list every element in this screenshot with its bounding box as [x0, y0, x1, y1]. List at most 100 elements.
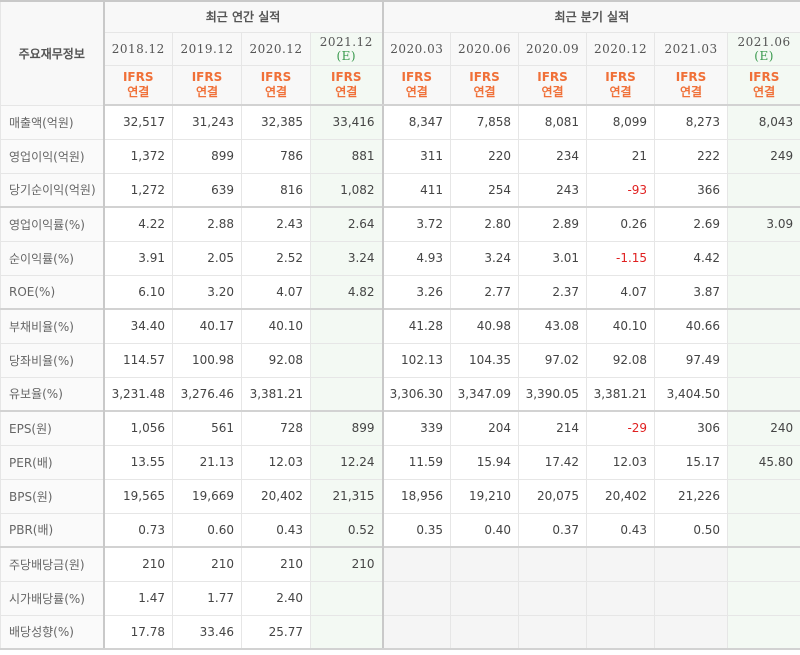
annual-value-cell: 32,517: [103, 104, 173, 140]
annual-value-cell: 33.46: [172, 614, 242, 650]
table-row: 영업이익률(%) 4.22 2.88 2.43 2.64 3.72 2.80 2.89 0.26…: [0, 206, 800, 242]
annual-value-cell: 19,565: [103, 478, 173, 514]
quarterly-value-cell: [518, 546, 588, 582]
quarterly-value-cell: 40.66: [654, 308, 729, 344]
annual-estimate-cell: 33,416: [309, 104, 384, 140]
quarterly-value-cell: -29: [586, 410, 656, 446]
table-row: 주당배당금(원) 210 210 210 210: [0, 546, 800, 582]
annual-value-cell: 114.57: [103, 342, 173, 378]
quarterly-estimate-cell: 240: [727, 410, 800, 446]
ifrs-consolidated-label: IFRS 연결: [727, 64, 800, 106]
ifrs-text: IFRS: [331, 69, 362, 84]
table-row: 배당성향(%) 17.78 33.46 25.77: [0, 614, 800, 650]
quarterly-value-cell: 2.80: [450, 206, 520, 242]
row-label: ROE(%): [0, 274, 105, 310]
annual-value-cell: 2.05: [172, 240, 242, 276]
quarterly-value-cell: [586, 614, 656, 650]
quarterly-value-cell: 243: [518, 172, 588, 208]
quarterly-value-cell: [382, 580, 452, 616]
quarterly-value-cell: 411: [382, 172, 452, 208]
table-row: ROE(%) 6.10 3.20 4.07 4.82 3.26 2.77 2.37 4.07 3.…: [0, 274, 800, 310]
table-row: 순이익률(%) 3.91 2.05 2.52 3.24 4.93 3.24 3.01 -1.15…: [0, 240, 800, 276]
quarterly-value-cell: 21,226: [654, 478, 729, 514]
quarterly-estimate-cell: [727, 614, 800, 650]
quarterly-value-cell: 104.35: [450, 342, 520, 378]
annual-value-cell: 17.78: [103, 614, 173, 650]
row-label: 시가배당률(%): [0, 580, 105, 616]
corner-label: 주요재무정보: [0, 0, 105, 106]
period-header: 2019.12: [172, 31, 242, 66]
quarterly-value-cell: 20,075: [518, 478, 588, 514]
annual-estimate-cell: [309, 580, 384, 616]
quarterly-estimate-cell: 3.09: [727, 206, 800, 242]
quarterly-value-cell: 4.93: [382, 240, 452, 276]
quarterly-value-cell: [518, 614, 588, 650]
annual-value-cell: 20,402: [241, 478, 311, 514]
row-label: PBR(배): [0, 512, 105, 548]
quarterly-value-cell: 3,404.50: [654, 376, 729, 412]
table-row: 당기순이익(억원) 1,272 639 816 1,082 411 254 243 -93 366: [0, 172, 800, 208]
ifrs-row: IFRS 연결 IFRS 연결 IFRS 연결 IFRS 연결 IFRS 연결 IFRS 연결 IFRS…: [1, 64, 800, 106]
quarterly-value-cell: 43.08: [518, 308, 588, 344]
row-label: 배당성향(%): [0, 614, 105, 650]
row-label: 유보율(%): [0, 376, 105, 412]
annual-value-cell: 6.10: [103, 274, 173, 310]
annual-value-cell: 1,372: [103, 138, 173, 174]
annual-value-cell: 2.40: [241, 580, 311, 616]
quarterly-estimate-cell: [727, 512, 800, 548]
period-header-estimate: 2021.12 (E): [309, 31, 384, 66]
period-header-row: 2018.12 2019.12 2020.12 2021.12 (E) 2020.…: [1, 31, 800, 66]
table-row: 유보율(%) 3,231.48 3,276.46 3,381.21 3,306.30 3,…: [0, 376, 800, 412]
quarterly-value-cell: 234: [518, 138, 588, 174]
quarterly-value-cell: 3.01: [518, 240, 588, 276]
quarterly-value-cell: 306: [654, 410, 729, 446]
annual-value-cell: 1.47: [103, 580, 173, 616]
quarterly-value-cell: 2.69: [654, 206, 729, 242]
annual-value-cell: 210: [172, 546, 242, 582]
ifrs-text: IFRS: [675, 69, 707, 84]
quarterly-value-cell: 2.89: [518, 206, 588, 242]
consolidated-text: 연결: [405, 84, 428, 99]
consolidated-text: 연결: [680, 84, 703, 99]
annual-estimate-cell: 12.24: [309, 444, 384, 480]
table-row: 부채비율(%) 34.40 40.17 40.10 41.28 40.98 43.08 40.…: [0, 308, 800, 344]
annual-value-cell: 100.98: [172, 342, 242, 378]
quarterly-value-cell: -1.15: [586, 240, 656, 276]
quarterly-estimate-cell: [727, 546, 800, 582]
row-label: 주당배당금(원): [0, 546, 105, 582]
quarterly-value-cell: 97.49: [654, 342, 729, 378]
quarterly-estimate-cell: [727, 308, 800, 344]
ifrs-text: IFRS: [260, 69, 292, 84]
annual-value-cell: 3.20: [172, 274, 242, 310]
ifrs-consolidated-label: IFRS 연결: [309, 64, 384, 106]
annual-value-cell: 2.88: [172, 206, 242, 242]
annual-value-cell: 3,276.46: [172, 376, 242, 412]
ifrs-consolidated-label: IFRS 연결: [382, 64, 452, 106]
ifrs-text: IFRS: [191, 69, 223, 84]
consolidated-text: 연결: [127, 84, 150, 99]
annual-estimate-cell: 210: [309, 546, 384, 582]
ifrs-consolidated-label: IFRS 연결: [172, 64, 242, 106]
ifrs-consolidated-label: IFRS 연결: [518, 64, 588, 106]
quarterly-value-cell: 41.28: [382, 308, 452, 344]
annual-value-cell: 3,231.48: [103, 376, 173, 412]
annual-value-cell: 816: [241, 172, 311, 208]
quarterly-value-cell: 97.02: [518, 342, 588, 378]
annual-value-cell: 40.10: [241, 308, 311, 344]
quarterly-value-cell: 2.37: [518, 274, 588, 310]
row-label: 영업이익률(%): [0, 206, 105, 242]
annual-value-cell: 210: [241, 546, 311, 582]
quarterly-value-cell: [450, 580, 520, 616]
row-label: 당기순이익(억원): [0, 172, 105, 208]
annual-estimate-cell: 0.52: [309, 512, 384, 548]
quarterly-value-cell: 4.42: [654, 240, 729, 276]
estimate-marker: (E): [336, 48, 357, 63]
annual-estimate-cell: 4.82: [309, 274, 384, 310]
annual-group-header: 최근 연간 실적: [102, 0, 384, 33]
annual-estimate-cell: 2.64: [309, 206, 384, 242]
annual-estimate-cell: 1,082: [309, 172, 384, 208]
quarterly-value-cell: 19,210: [450, 478, 520, 514]
period-header: 2021.03: [654, 31, 729, 66]
ifrs-text: IFRS: [605, 69, 636, 84]
annual-value-cell: 25.77: [241, 614, 311, 650]
